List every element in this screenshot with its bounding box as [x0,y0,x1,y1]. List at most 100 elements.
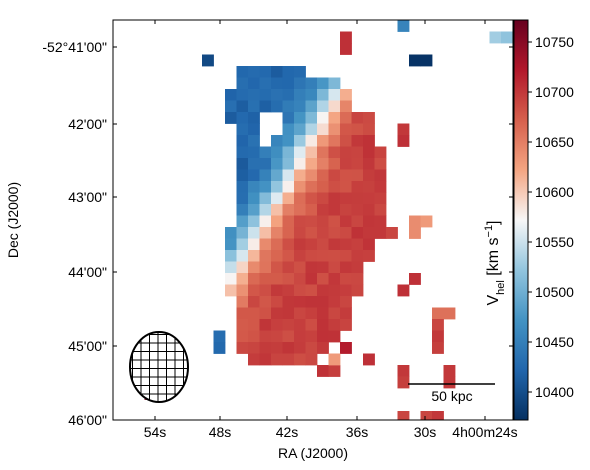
y-axis: -52°41'00" 42'00" 43'00" 44'00" 45'00" 46'00" [42,39,513,428]
velocity-pixel [282,284,295,297]
velocity-pixel [340,123,352,136]
velocity-pixel [317,296,329,308]
velocity-pixel [305,215,318,228]
velocity-pixel [328,238,341,251]
velocity-pixel [225,238,237,251]
scale-bar: 50 kpc [408,383,495,404]
velocity-pixel [328,204,341,216]
velocity-pixel [294,77,306,90]
velocity-pixel [202,54,214,67]
velocity-pixel [225,250,237,262]
velocity-pixel [259,342,272,354]
velocity-pixel [317,365,329,377]
velocity-pixel [271,100,283,113]
velocity-pixel [248,204,260,216]
velocity-pixel [351,261,364,274]
velocity-pixel [248,353,260,366]
velocity-pixel [248,158,260,170]
velocity-pixel [294,342,306,354]
velocity-pixel [340,284,352,297]
velocity-pixel [328,330,341,343]
velocity-pixel [294,250,306,262]
velocity-pixel [328,365,341,377]
velocity-pixel [489,31,502,44]
velocity-pixel [282,215,295,228]
velocity-pixel [305,250,318,262]
velocity-pixel [363,353,375,366]
velocity-pixel [374,158,387,170]
colorbar-tick-label: 10550 [535,234,574,250]
velocity-pixel [236,112,249,124]
velocity-pixel [259,353,272,366]
velocity-pixel [282,100,295,113]
colorbar-tick-label: 10650 [535,134,574,150]
velocity-pixel [271,261,283,274]
velocity-pixel [340,158,352,170]
velocity-pixel [259,296,272,308]
velocity-pixel [236,204,249,216]
velocity-pixel [305,204,318,216]
velocity-pixel [271,135,283,147]
velocity-pixel [340,250,352,262]
y-tick-label: 45'00" [68,338,107,354]
velocity-pixel [236,146,249,159]
velocity-pixel [259,273,272,285]
velocity-pixel [501,31,513,44]
velocity-pixel [225,227,237,239]
velocity-pixel [271,215,283,228]
velocity-pixel [340,296,352,308]
velocity-pixel [282,319,295,331]
velocity-pixel [363,146,375,159]
velocity-pixel [340,227,352,239]
velocity-pixel [305,353,318,366]
velocity-pixel [259,330,272,343]
velocity-pixel [271,307,283,320]
velocity-pixel [340,181,352,193]
velocity-pixel [328,273,341,285]
velocity-pixel [432,342,444,354]
velocity-pixel [248,169,260,182]
velocity-pixel [409,54,421,67]
velocity-pixel [420,411,433,420]
velocity-pixel [432,319,444,331]
velocity-pixel [294,261,306,274]
velocity-pixel [271,319,283,331]
velocity-pixel [294,66,306,78]
velocity-pixel [271,146,283,159]
colorbar-tick-label: 10400 [535,384,574,400]
velocity-pixel [374,215,387,228]
velocity-pixel [397,411,410,420]
velocity-pixel [409,273,421,285]
velocity-pixel [271,204,283,216]
velocity-pixel [328,146,341,159]
colorbar-tick-label: 10450 [535,334,574,350]
velocity-pixel [351,215,364,228]
velocity-pixel [282,146,295,159]
velocity-pixel [271,330,283,343]
velocity-pixel [259,307,272,320]
velocity-pixel [294,319,306,331]
velocity-pixel [294,169,306,182]
velocity-pixel [294,353,306,366]
velocity-pixel [259,100,272,113]
velocity-pixel [248,181,260,193]
velocity-pixel [248,123,260,136]
velocity-pixel [386,227,398,239]
velocity-pixel [340,112,352,124]
velocity-pixel [248,89,260,101]
velocity-pixel [351,158,364,170]
velocity-pixel [374,204,387,216]
velocity-pixel [236,319,249,331]
velocity-pixel [248,319,260,331]
velocity-pixel [351,123,364,136]
velocity-pixel [340,192,352,205]
velocity-pixel [236,123,249,136]
velocity-pixel [271,89,283,101]
velocity-pixel [282,296,295,308]
velocity-pixel [282,158,295,170]
velocity-pixel [236,330,249,343]
velocity-pixel [363,250,375,262]
velocity-pixel [328,192,341,205]
velocity-pixel [317,238,329,251]
velocity-pixel [282,307,295,320]
